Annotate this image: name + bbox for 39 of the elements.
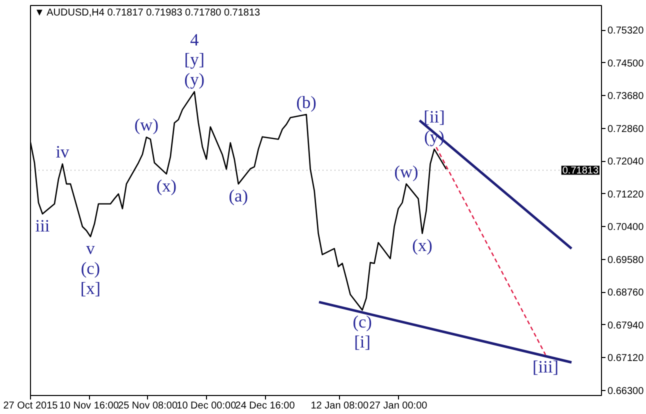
annotation: (c)	[80, 259, 100, 278]
x-tick-label: 27 Jan 00:00	[369, 400, 428, 412]
x-tick-label: 27 Oct 2015	[3, 400, 58, 412]
annotation: (w)	[394, 162, 419, 182]
y-tick-label: 0.72040	[608, 156, 644, 168]
annotation: [x]	[80, 279, 101, 298]
y-tick-label: 0.67940	[608, 320, 644, 332]
x-tick-label: 10 Dec 00:00	[176, 400, 237, 412]
chart-title: ▼ AUDUSD,H4 0.71817 0.71983 0.71780 0.71813	[34, 8, 261, 18]
annotation: (x)	[156, 176, 177, 196]
annotation: iv	[56, 142, 70, 162]
annotation: [ii]	[424, 108, 445, 127]
y-tick-label: 0.69580	[608, 254, 644, 266]
annotation: (c)	[352, 312, 372, 332]
y-tick-label: 0.70400	[608, 222, 644, 234]
y-tick-label: 0.72860	[608, 124, 644, 135]
x-tick-label: 25 Nov 08:00	[118, 400, 178, 412]
annotation: [iii]	[532, 357, 559, 376]
y-tick-label: 0.66300	[608, 386, 644, 397]
annotation: (y)	[184, 70, 205, 90]
annotation: (b)	[296, 92, 317, 112]
annotation: [y]	[184, 50, 205, 70]
annotation: [i]	[354, 332, 370, 352]
x-tick-label: 24 Dec 16:00	[235, 400, 296, 412]
annotation: 4	[190, 30, 200, 50]
annotation: (a)	[228, 186, 248, 206]
y-tick-label: 0.67120	[608, 353, 644, 364]
annotation: iii	[35, 216, 50, 236]
y-tick-label: 0.75320	[608, 26, 644, 37]
y-tick-label: 0.73680	[608, 91, 644, 102]
y-tick-label: 0.74500	[608, 58, 644, 70]
x-tick-label: 10 Nov 16:00	[59, 400, 120, 412]
annotation: v	[86, 239, 96, 258]
annotation: (x)	[412, 236, 433, 255]
ref-line-label: 0.71813	[562, 166, 599, 177]
y-tick-label: 0.68760	[608, 288, 644, 299]
y-tick-label: 0.71220	[608, 189, 644, 200]
annotation: (w)	[134, 116, 159, 135]
x-tick-label: 12 Jan 08:00	[310, 400, 370, 412]
